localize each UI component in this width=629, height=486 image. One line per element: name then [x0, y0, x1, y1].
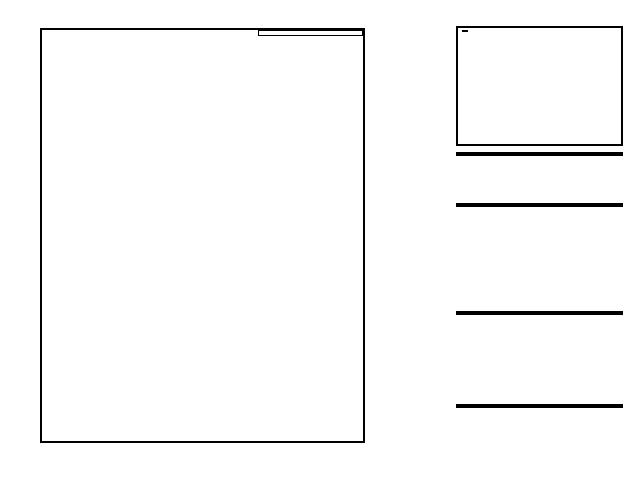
hodograph-unit-label: [462, 30, 468, 32]
hodograph-plot: [456, 26, 623, 146]
most-unstable-panel: [456, 311, 623, 315]
general-indices-panel: [456, 152, 623, 156]
skewt-plot-area: [40, 28, 365, 443]
wind-barb-column: [396, 28, 446, 443]
surface-indices-panel: [456, 203, 623, 207]
hodograph-indices-panel: [456, 404, 623, 408]
legend: [258, 30, 363, 36]
sounding-chart: [40, 28, 365, 443]
